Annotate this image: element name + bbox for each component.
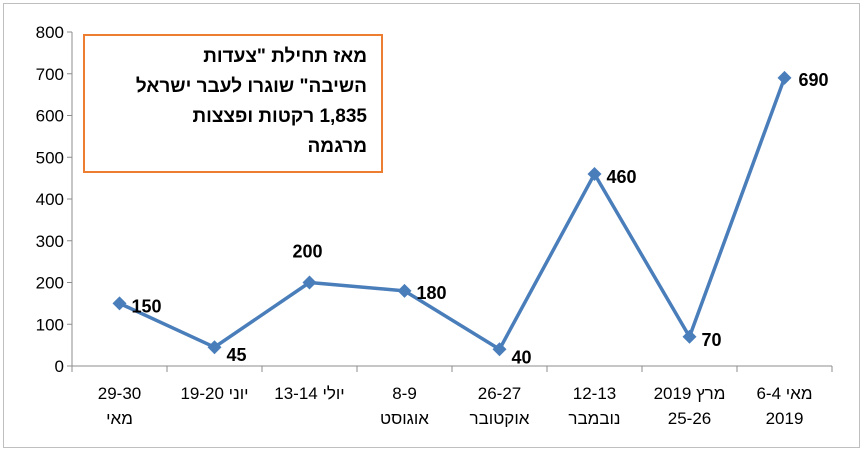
x-category-label: נובמבר xyxy=(568,409,620,428)
x-category-label: מאי xyxy=(106,409,133,428)
annotation-line-1: מאז תחילת "צעדות xyxy=(203,46,367,67)
data-point-marker xyxy=(682,329,697,344)
data-point-marker xyxy=(397,283,412,298)
x-category-label: אוקטובר xyxy=(470,409,530,428)
data-label: 45 xyxy=(227,345,247,365)
x-category-label: 13-14 יולי xyxy=(274,384,344,403)
data-point-marker xyxy=(492,342,507,357)
y-tick-label: 400 xyxy=(36,190,64,209)
data-label: 40 xyxy=(512,347,532,367)
data-label: 690 xyxy=(799,70,829,90)
x-category-label: 2019 מרץ xyxy=(654,384,726,403)
series-line xyxy=(118,77,787,352)
y-tick-label: 800 xyxy=(36,23,64,42)
data-label: 460 xyxy=(607,167,637,187)
data-point-marker xyxy=(112,296,127,311)
data-label: 150 xyxy=(132,296,162,316)
data-point-marker xyxy=(207,340,222,355)
y-tick-label: 500 xyxy=(36,148,64,167)
data-labels: 150 45 200 180 40 460 70 690 xyxy=(132,70,829,367)
x-category-label: 26-27 xyxy=(478,384,521,403)
x-category-label: 29-30 xyxy=(98,384,141,403)
annotation-line-4: מרגמה xyxy=(307,136,367,157)
annotation-box: מאז תחילת "צעדות השיבה" שוגרו לעבר ישראל… xyxy=(83,34,383,173)
y-tick-label: 700 xyxy=(36,65,64,84)
x-category-label: 2019 xyxy=(766,409,804,428)
x-axis-categories: 29-30 מאי 19-20 יוני 13-14 יולי 8-9 אוגוסט 26-… xyxy=(71,366,833,428)
x-category-label: 25-26 xyxy=(668,409,711,428)
y-tick-label: 0 xyxy=(55,357,64,376)
data-label: 180 xyxy=(417,283,447,303)
data-point-marker xyxy=(777,70,792,85)
annotation-line-3: 1,835 רקטות ופצצות xyxy=(192,106,367,127)
x-category-label: 19-20 יוני xyxy=(180,384,248,403)
x-category-label: אוגוסט xyxy=(380,409,429,428)
data-label: 200 xyxy=(292,242,322,262)
data-label: 70 xyxy=(702,330,722,350)
y-tick-label: 300 xyxy=(36,232,64,251)
data-point-marker xyxy=(302,275,317,290)
y-tick-label: 200 xyxy=(36,274,64,293)
data-point-marker xyxy=(587,166,602,181)
y-tick-label: 100 xyxy=(36,315,64,334)
x-category-label: 6-4 מאי xyxy=(756,384,812,403)
x-category-label: 8-9 xyxy=(392,384,417,403)
series-layer xyxy=(112,70,792,357)
annotation-line-2: השיבה" שוגרו לעבר ישראל xyxy=(135,76,367,97)
y-tick-label: 600 xyxy=(36,107,64,126)
x-category-label: 12-13 xyxy=(573,384,616,403)
y-axis-ticks: 0 100 200 300 400 500 600 700 800 xyxy=(36,23,72,376)
